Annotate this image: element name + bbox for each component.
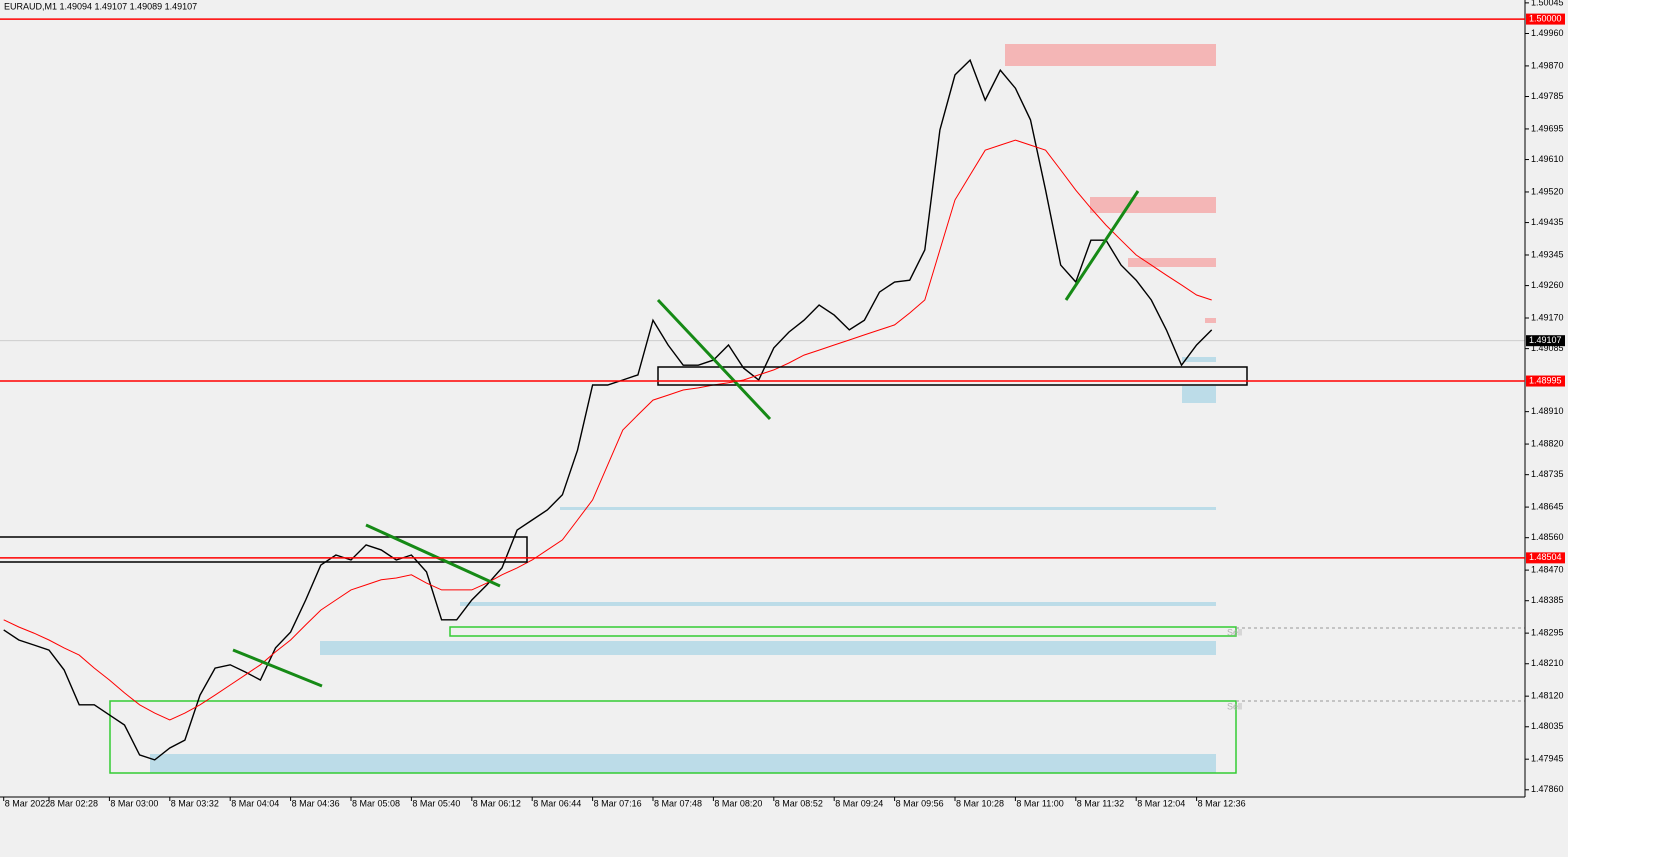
y-tick-label: 1.47945 bbox=[1531, 754, 1564, 764]
order-label: Sell bbox=[1227, 627, 1242, 637]
range-box bbox=[0, 536, 528, 563]
range-box bbox=[657, 366, 1248, 386]
supply-zone bbox=[1090, 197, 1216, 213]
current-price-label: 1.49107 bbox=[1529, 335, 1562, 345]
x-tick-label: 8 Mar 09:56 bbox=[896, 798, 944, 808]
order-box bbox=[109, 700, 1237, 774]
y-tick-label: 1.48820 bbox=[1531, 438, 1564, 448]
y-tick-label: 1.49345 bbox=[1531, 249, 1564, 259]
demand-zone bbox=[1182, 386, 1216, 403]
x-tick-label: 8 Mar 06:12 bbox=[473, 798, 521, 808]
level-label: 1.48504 bbox=[1529, 552, 1562, 562]
trend-line bbox=[232, 648, 323, 688]
level-tag bbox=[1526, 13, 1565, 25]
trend-line bbox=[365, 523, 501, 588]
x-tick-label: 8 Mar 07:16 bbox=[594, 798, 642, 808]
supply-zone bbox=[1005, 44, 1216, 66]
x-tick-label: 8 Mar 06:44 bbox=[533, 798, 581, 808]
y-tick-label: 1.49520 bbox=[1531, 186, 1564, 196]
y-tick-label: 1.47860 bbox=[1531, 784, 1564, 794]
order-box bbox=[449, 626, 1237, 637]
y-tick-label: 1.48735 bbox=[1531, 469, 1564, 479]
y-tick-label: 1.49610 bbox=[1531, 154, 1564, 164]
y-tick-label: 1.49170 bbox=[1531, 312, 1564, 322]
overlays bbox=[0, 190, 1248, 688]
demand-zone bbox=[460, 602, 1216, 606]
y-tick-label: 1.49085 bbox=[1531, 343, 1564, 353]
demand-zone bbox=[560, 507, 1216, 510]
y-tick-label: 1.48910 bbox=[1531, 406, 1564, 416]
x-tick-label: 8 Mar 04:04 bbox=[231, 798, 279, 808]
x-tick-label: 8 Mar 05:08 bbox=[352, 798, 400, 808]
x-tick-label: 8 Mar 08:20 bbox=[714, 798, 762, 808]
y-tick-label: 1.48120 bbox=[1531, 691, 1564, 701]
supply-zone bbox=[1128, 258, 1216, 267]
x-tick-label: 8 Mar 03:00 bbox=[110, 798, 158, 808]
level-label: 1.48995 bbox=[1529, 375, 1562, 385]
y-tick-label: 1.49960 bbox=[1531, 28, 1564, 38]
price-line bbox=[3, 139, 1212, 721]
order-label: Sell bbox=[1227, 701, 1242, 711]
x-tick-label: 8 Mar 04:36 bbox=[292, 798, 340, 808]
x-tick-label: 8 Mar 02:28 bbox=[50, 798, 98, 808]
level-tag bbox=[1526, 375, 1565, 387]
x-tick-label: 8 Mar 11:00 bbox=[1016, 798, 1063, 808]
x-tick-label: 8 Mar 11:32 bbox=[1077, 798, 1124, 808]
y-tick-label: 1.48295 bbox=[1531, 628, 1564, 638]
x-tick-label: 8 Mar 05:40 bbox=[412, 798, 460, 808]
x-tick-label: 8 Mar 08:52 bbox=[775, 798, 823, 808]
trend-line bbox=[1064, 190, 1140, 301]
x-tick-label: 8 Mar 03:32 bbox=[171, 798, 219, 808]
y-tick-label: 1.48035 bbox=[1531, 721, 1564, 731]
y-tick-label: 1.48560 bbox=[1531, 532, 1564, 542]
x-tick-label: 8 Mar 12:36 bbox=[1198, 798, 1246, 808]
y-tick-label: 1.49695 bbox=[1531, 123, 1564, 133]
supply-zone bbox=[1205, 318, 1216, 323]
x-tick-label: 8 Mar 12:04 bbox=[1137, 798, 1185, 808]
background bbox=[0, 0, 1568, 857]
trend-line bbox=[656, 298, 772, 421]
x-tick-label: 8 Mar 07:48 bbox=[654, 798, 702, 808]
level-label: 1.50000 bbox=[1529, 13, 1562, 23]
demand-zone bbox=[1182, 357, 1216, 362]
level-tag bbox=[1526, 552, 1565, 564]
y-tick-label: 1.48645 bbox=[1531, 501, 1564, 511]
y-tick-label: 1.48210 bbox=[1531, 658, 1564, 668]
y-tick-label: 1.48385 bbox=[1531, 595, 1564, 605]
chart-title: EURAUD,M1 1.49094 1.49107 1.49089 1.4910… bbox=[4, 1, 197, 11]
current-price-tag bbox=[1526, 335, 1565, 347]
demand-zone bbox=[320, 641, 1216, 655]
y-tick-label: 1.49870 bbox=[1531, 60, 1564, 70]
demand-zone bbox=[150, 754, 1216, 773]
x-tick-label: 8 Mar 09:24 bbox=[835, 798, 883, 808]
y-tick-label: 1.49435 bbox=[1531, 217, 1564, 227]
y-tick-label: 1.48470 bbox=[1531, 564, 1564, 574]
x-tick-label: 8 Mar 2022 bbox=[5, 798, 51, 808]
y-tick-label: 1.49260 bbox=[1531, 280, 1564, 290]
y-tick-label: 1.49785 bbox=[1531, 91, 1564, 101]
drawings bbox=[109, 44, 1525, 774]
x-tick-label: 8 Mar 10:28 bbox=[956, 798, 1004, 808]
price-line bbox=[3, 58, 1213, 761]
y-tick-label: 1.50045 bbox=[1531, 0, 1564, 7]
